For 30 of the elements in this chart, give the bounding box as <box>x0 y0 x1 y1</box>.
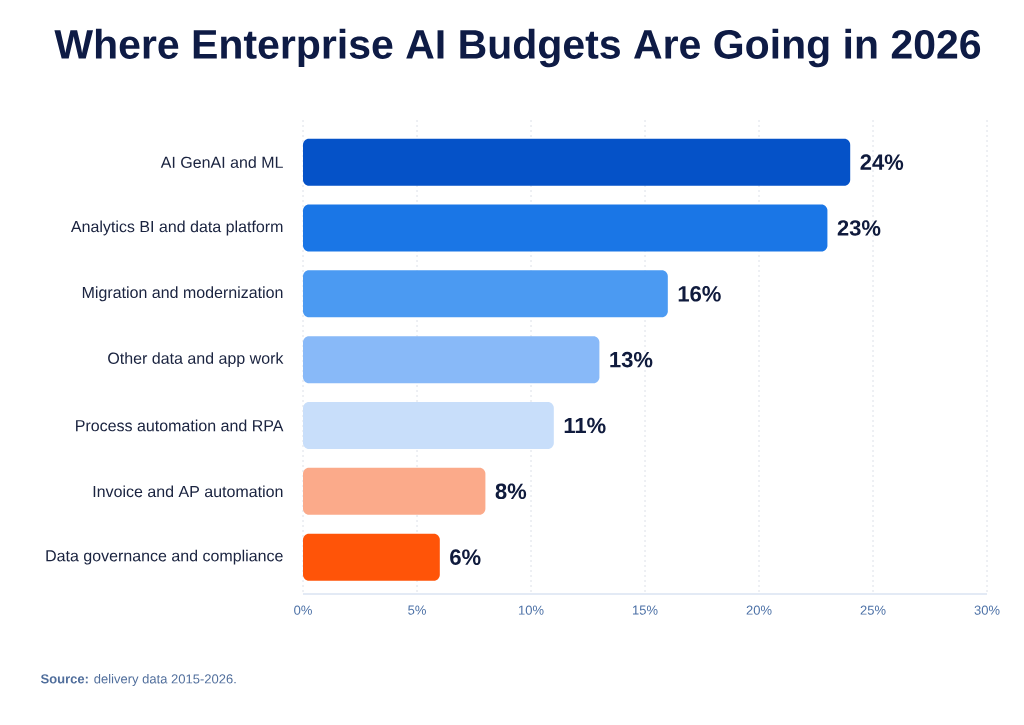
x-tick-label: 15% <box>632 605 658 615</box>
y-tick-label: Migration and modernization <box>82 286 283 302</box>
x-tick-label: 10% <box>518 605 544 615</box>
y-tick-label: Process automation and RPA <box>76 419 284 432</box>
data-label: 16% <box>678 286 721 302</box>
text: Source: delivery data 2015-2026. <box>40 673 236 687</box>
bar <box>303 204 828 252</box>
y-tick-label: Data governance and compliance <box>46 549 283 565</box>
bar <box>303 138 851 186</box>
data-label: 13% <box>610 351 653 368</box>
x-tick-label: 30% <box>974 605 1000 615</box>
bar <box>303 533 440 581</box>
x-tick-label: 25% <box>860 605 886 615</box>
y-tick-label: Other data and app work <box>108 352 284 368</box>
chart-title: Where Enterprise AI Budgets Are Going in 2026 <box>54 28 981 68</box>
bar <box>303 270 668 318</box>
data-label: 23% <box>837 220 881 236</box>
y-tick-label: Analytics BI and data platform <box>70 220 283 236</box>
x-tick-label: 0% <box>294 605 312 615</box>
data-label: 24% <box>860 154 904 170</box>
bar <box>303 467 486 515</box>
y-tick-label: AI GenAI and ML <box>160 156 283 169</box>
x-tick-label: 5% <box>408 605 426 615</box>
bar <box>303 336 600 384</box>
y-tick-label: Invoice and AP automation <box>93 485 283 498</box>
data-label: 11% <box>564 417 606 434</box>
data-label: 8% <box>495 483 527 500</box>
data-label: 6% <box>450 549 481 565</box>
bar <box>303 401 554 449</box>
x-tick-label: 20% <box>746 605 772 615</box>
